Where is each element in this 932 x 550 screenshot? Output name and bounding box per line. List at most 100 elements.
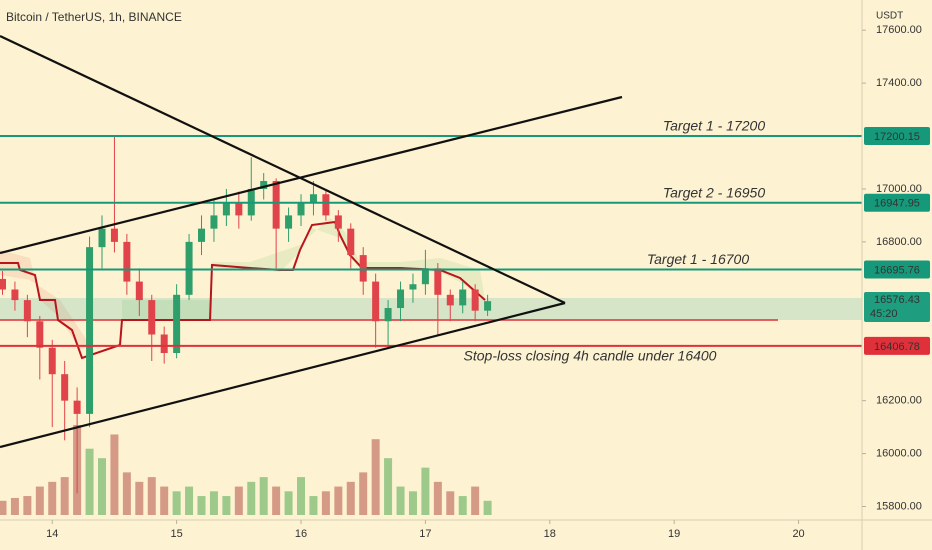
level-annotation: Target 1 - 17200 bbox=[663, 118, 765, 134]
candle-body bbox=[185, 241, 193, 295]
plot bbox=[0, 134, 862, 515]
level-annotation: Target 1 - 16700 bbox=[647, 251, 749, 267]
volume-bar bbox=[408, 491, 417, 515]
current-price-box bbox=[864, 292, 930, 323]
price-label-box bbox=[864, 126, 930, 145]
candle-body bbox=[372, 281, 380, 322]
candle-body bbox=[48, 347, 56, 375]
candle-body bbox=[36, 321, 44, 348]
volume-bar bbox=[359, 472, 368, 515]
level-annotation: Target 2 - 16950 bbox=[663, 184, 765, 200]
volume-bar bbox=[110, 434, 119, 515]
trendline bbox=[0, 35, 566, 304]
volume-bar bbox=[334, 486, 343, 515]
candle-body bbox=[397, 289, 405, 309]
y-tick-label: 17400.00 bbox=[876, 77, 922, 89]
volume-bar bbox=[433, 481, 442, 515]
candle-body bbox=[334, 215, 342, 229]
volume-bar bbox=[321, 491, 330, 515]
trendline bbox=[0, 95, 623, 255]
volume-bar bbox=[259, 477, 268, 515]
volume-bar bbox=[185, 486, 194, 515]
volume-bar bbox=[209, 491, 218, 515]
countdown: 45:20 bbox=[870, 308, 898, 320]
candle-body bbox=[61, 374, 69, 401]
level-annotation: Stop-loss closing 4h candle under 16400 bbox=[464, 348, 717, 364]
candle-body bbox=[446, 294, 454, 306]
y-tick-label: 15800.00 bbox=[876, 500, 922, 512]
current-price: 16576.43 bbox=[874, 294, 920, 306]
candle-body bbox=[173, 294, 181, 354]
y-tick-label: 17000.00 bbox=[876, 183, 922, 195]
drawings bbox=[0, 35, 623, 449]
volume-bar bbox=[222, 496, 231, 515]
x-tick-label: 19 bbox=[668, 528, 680, 540]
price-label: 17200.15 bbox=[874, 131, 920, 143]
y-tick-label: 17600.00 bbox=[876, 24, 922, 36]
volume-bar bbox=[97, 458, 106, 515]
candle-body bbox=[409, 284, 417, 290]
volume-bar bbox=[234, 486, 243, 515]
volume-bar bbox=[23, 496, 32, 515]
candle-body bbox=[11, 289, 19, 301]
price-label: 16947.95 bbox=[874, 198, 920, 210]
candle-body bbox=[135, 281, 143, 301]
volume-bar bbox=[297, 477, 306, 515]
volume-bar bbox=[197, 496, 206, 515]
candle-body bbox=[148, 300, 156, 335]
x-tick-label: 14 bbox=[46, 528, 58, 540]
volume-bar bbox=[384, 458, 393, 515]
price-label-box bbox=[864, 193, 930, 212]
candle-body bbox=[384, 308, 392, 322]
x-tick-label: 15 bbox=[171, 528, 183, 540]
candle-body bbox=[235, 202, 243, 216]
candle-body bbox=[73, 400, 81, 414]
volume-bar bbox=[458, 496, 467, 515]
candle-body bbox=[23, 300, 31, 322]
candle-body bbox=[297, 202, 305, 216]
volume-bar bbox=[446, 491, 455, 515]
volume-bar bbox=[396, 486, 405, 515]
volume-bar bbox=[35, 486, 44, 515]
candle-body bbox=[309, 194, 317, 203]
x-tick-label: 16 bbox=[295, 528, 307, 540]
volume-bar bbox=[0, 500, 7, 515]
candle-body bbox=[123, 241, 131, 282]
price-label-box bbox=[864, 260, 930, 279]
axis-label: USDT bbox=[876, 11, 903, 22]
candle-body bbox=[421, 268, 429, 285]
candle-body bbox=[359, 255, 367, 282]
volume-bar bbox=[247, 481, 256, 515]
candle-body bbox=[484, 301, 492, 311]
candle-body bbox=[222, 202, 230, 216]
volume-bar bbox=[135, 481, 144, 515]
trendline bbox=[0, 301, 566, 449]
volume-bar bbox=[284, 491, 293, 515]
volume-bar bbox=[85, 448, 94, 515]
volume-bar bbox=[172, 491, 181, 515]
volume-bar bbox=[60, 477, 69, 515]
x-tick-label: 20 bbox=[792, 528, 804, 540]
x-tick-label: 18 bbox=[544, 528, 556, 540]
candle-body bbox=[272, 181, 280, 229]
volume-bar bbox=[147, 477, 156, 515]
volume-bar bbox=[122, 472, 131, 515]
volume-bar bbox=[346, 481, 355, 515]
volume-bar bbox=[160, 486, 169, 515]
y-tick-label: 16800.00 bbox=[876, 236, 922, 248]
y-tick-label: 16200.00 bbox=[876, 395, 922, 407]
volume-bar bbox=[48, 481, 57, 515]
volume-bar bbox=[471, 486, 480, 515]
candle-body bbox=[198, 228, 206, 242]
price-label: 16406.78 bbox=[874, 341, 920, 353]
candle-body bbox=[260, 181, 268, 189]
x-tick-label: 17 bbox=[419, 528, 431, 540]
candle-body bbox=[98, 228, 106, 248]
price-label-box bbox=[864, 336, 930, 355]
volume-bar bbox=[371, 439, 380, 515]
candle-body bbox=[347, 228, 355, 256]
volume-bar bbox=[10, 497, 19, 515]
